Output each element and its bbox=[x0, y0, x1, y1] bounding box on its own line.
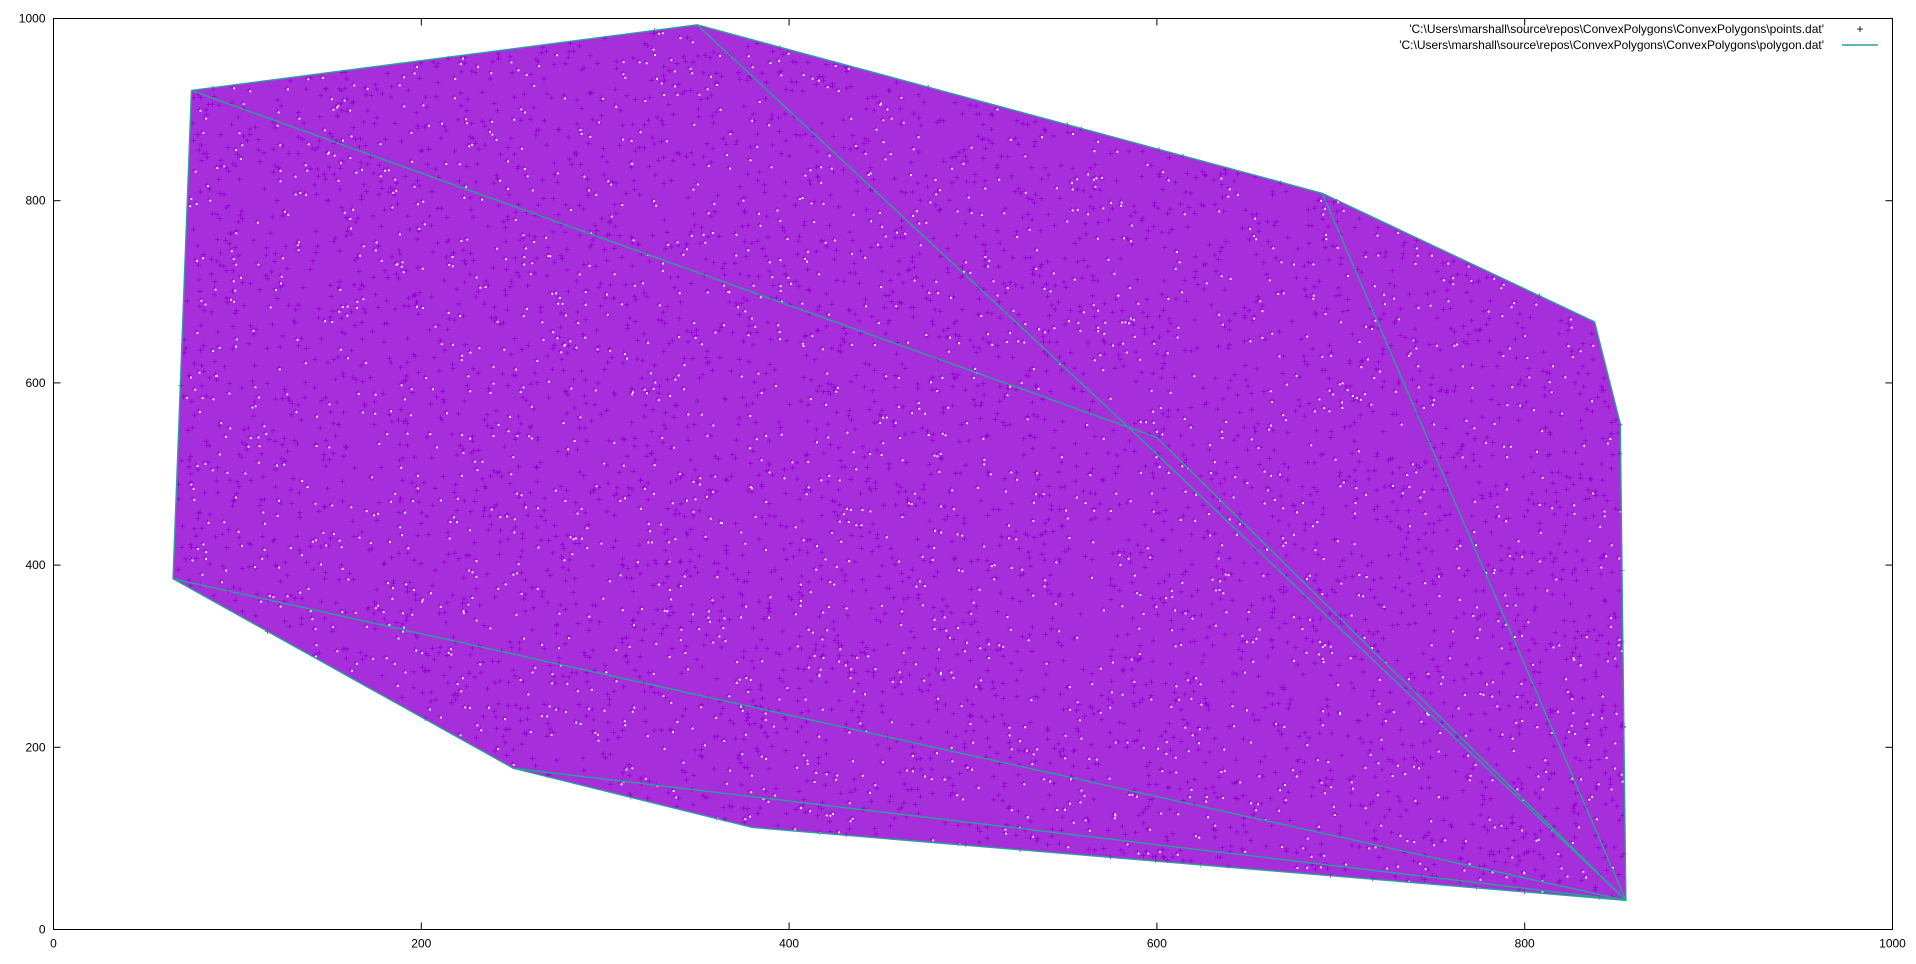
plot-frame bbox=[53, 18, 1893, 930]
y-tick-label: 800 bbox=[25, 194, 45, 208]
y-axis: 0 200 400 600 800 1000 bbox=[19, 12, 1893, 937]
y-tick-label: 0 bbox=[39, 923, 46, 937]
x-tick-label: 800 bbox=[1515, 937, 1535, 951]
x-tick-label: 600 bbox=[1147, 937, 1167, 951]
internal-polygon-line bbox=[513, 767, 1626, 902]
internal-polygon-line bbox=[172, 578, 1626, 902]
y-tick-label: 200 bbox=[25, 740, 45, 754]
points-series bbox=[173, 24, 1627, 901]
legend-label-points: 'C:\Users\marshall\source\repos\ConvexPo… bbox=[1409, 22, 1824, 36]
y-tick-label: 600 bbox=[25, 376, 45, 390]
internal-polygon-line bbox=[696, 24, 1627, 901]
x-tick-label: 0 bbox=[50, 937, 57, 951]
x-tick-label: 200 bbox=[411, 937, 431, 951]
internal-polygon-line bbox=[191, 89, 1627, 901]
legend-marker-points: + bbox=[1856, 22, 1863, 36]
y-tick-label: 400 bbox=[25, 558, 45, 572]
x-tick-label: 1000 bbox=[1879, 937, 1906, 951]
convex-hull-line bbox=[172, 24, 1627, 902]
internal-polygon-line bbox=[1321, 193, 1627, 901]
legend: 'C:\Users\marshall\source\repos\ConvexPo… bbox=[1399, 22, 1878, 52]
x-axis: 0 200 400 600 800 1000 bbox=[50, 18, 1906, 951]
y-tick-label: 1000 bbox=[19, 12, 46, 26]
polygon-series bbox=[172, 24, 1627, 902]
legend-label-polygon: 'C:\Users\marshall\source\repos\ConvexPo… bbox=[1399, 38, 1824, 52]
x-tick-label: 400 bbox=[779, 937, 799, 951]
points-fill-region bbox=[173, 24, 1626, 901]
